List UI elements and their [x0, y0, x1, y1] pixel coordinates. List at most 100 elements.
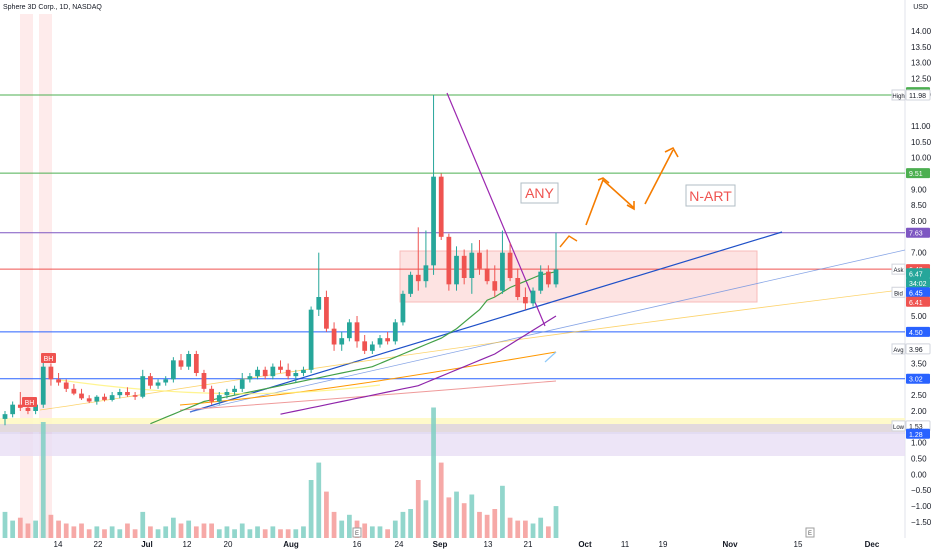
candle-body[interactable]: [79, 393, 84, 399]
volume-bar: [40, 422, 46, 538]
price-tag[interactable]: 34:02: [906, 277, 930, 288]
price-tick-label: 13.50: [911, 43, 932, 52]
time-axis[interactable]: 14 22 Jul 12 20 Aug 16 24 Sep 13 21 Oct 11 19 Nov 15 Dec: [54, 540, 880, 549]
price-tag[interactable]: 1.53 Low: [891, 420, 931, 432]
candle-body[interactable]: [262, 369, 268, 377]
candle-body[interactable]: [492, 281, 498, 291]
candle-body[interactable]: [347, 322, 352, 339]
candle-body[interactable]: [392, 322, 398, 342]
candle-body[interactable]: [255, 369, 260, 377]
volume-bar: [530, 523, 536, 538]
candle-body[interactable]: [117, 392, 123, 396]
candle-body[interactable]: [155, 382, 161, 386]
candle-body[interactable]: [140, 376, 146, 397]
candle-body[interactable]: [17, 404, 23, 408]
price-tag[interactable]: 9.51: [906, 168, 930, 179]
candle-body[interactable]: [25, 407, 31, 412]
candle-body[interactable]: [438, 176, 444, 237]
candle-body[interactable]: [415, 274, 421, 282]
candle-body[interactable]: [369, 344, 375, 351]
candle-body[interactable]: [484, 268, 490, 282]
candle-body[interactable]: [446, 236, 452, 285]
candle-body[interactable]: [477, 252, 482, 269]
candle-body[interactable]: [125, 392, 130, 396]
price-tag[interactable]: 7.63: [906, 227, 930, 238]
bh-marker[interactable]: [41, 353, 56, 363]
candle-body[interactable]: [500, 252, 505, 291]
candle-body[interactable]: [148, 376, 153, 386]
event-marker[interactable]: [805, 527, 815, 538]
price-tag[interactable]: 6.41: [906, 296, 930, 307]
candle-body[interactable]: [339, 338, 345, 345]
candle-body[interactable]: [40, 366, 46, 405]
candle-body[interactable]: [247, 376, 253, 380]
candle-body[interactable]: [132, 395, 138, 397]
candle-body[interactable]: [362, 341, 368, 351]
candle-body[interactable]: [239, 379, 245, 389]
event-marker[interactable]: [352, 527, 362, 538]
candle-body[interactable]: [530, 290, 536, 304]
price-tag[interactable]: 3.96 Avg: [891, 343, 931, 355]
volume-bar: [2, 511, 8, 538]
candle-body[interactable]: [71, 388, 77, 394]
candle-body[interactable]: [285, 369, 291, 377]
price-tag[interactable]: 6.47: [906, 268, 930, 279]
candle-body[interactable]: [109, 395, 115, 400]
candle-body[interactable]: [377, 338, 383, 345]
candle-body[interactable]: [270, 366, 276, 377]
candle-body[interactable]: [48, 366, 54, 380]
candle-body[interactable]: [178, 360, 184, 367]
annotation-any-box[interactable]: [520, 182, 559, 204]
candle-body[interactable]: [86, 398, 92, 402]
candle-body[interactable]: [163, 379, 169, 383]
candle-body[interactable]: [316, 297, 322, 310]
candle-body[interactable]: [507, 252, 513, 279]
candle-body[interactable]: [461, 255, 467, 279]
annotation-nart-box[interactable]: [685, 184, 736, 207]
candle-body[interactable]: [224, 392, 230, 396]
candle-body[interactable]: [515, 278, 521, 298]
candle-body[interactable]: [186, 354, 192, 367]
candle-body[interactable]: [469, 252, 475, 279]
candle-body[interactable]: [308, 309, 314, 370]
candle-body[interactable]: [293, 373, 299, 377]
candle-body[interactable]: [209, 388, 214, 402]
candle-body[interactable]: [2, 414, 8, 419]
candle-body[interactable]: [193, 354, 199, 374]
candle-body[interactable]: [545, 271, 551, 285]
candle-body[interactable]: [201, 373, 207, 389]
price-tag[interactable]: 3.02: [906, 373, 930, 384]
candle-body[interactable]: [354, 322, 360, 342]
candle-body[interactable]: [454, 255, 459, 285]
candle-body[interactable]: [33, 404, 38, 412]
candle-body[interactable]: [408, 274, 413, 294]
candle-body[interactable]: [56, 379, 61, 383]
price-tag[interactable]: 6.45 Bid: [891, 286, 930, 298]
candle-body[interactable]: [10, 404, 16, 415]
candle-body[interactable]: [232, 388, 237, 393]
candle-body[interactable]: [423, 265, 429, 282]
candle-body[interactable]: [523, 297, 528, 304]
volume-bar: [392, 520, 398, 538]
price-tag[interactable]: 4.50: [906, 326, 930, 337]
candle-body[interactable]: [324, 297, 329, 329]
candle-body[interactable]: [538, 271, 544, 291]
candle-body[interactable]: [170, 360, 176, 380]
bh-marker[interactable]: [22, 397, 37, 407]
candle-body[interactable]: [385, 338, 391, 342]
candle-body[interactable]: [301, 369, 306, 374]
candle-body[interactable]: [400, 293, 406, 323]
candle-body[interactable]: [63, 382, 69, 389]
candle-body[interactable]: [553, 269, 559, 285]
price-tag[interactable]: 1.28: [906, 428, 930, 439]
candle-body[interactable]: [278, 366, 283, 370]
price-tag[interactable]: 11.98 High: [891, 89, 931, 101]
volume-bar: [71, 526, 77, 538]
candle-body[interactable]: [216, 395, 222, 402]
candle-body[interactable]: [331, 328, 337, 345]
candle-body[interactable]: [431, 176, 436, 266]
candle-body[interactable]: [94, 396, 100, 402]
date-tick-label: Sep: [433, 540, 448, 549]
candle-body[interactable]: [102, 396, 107, 400]
